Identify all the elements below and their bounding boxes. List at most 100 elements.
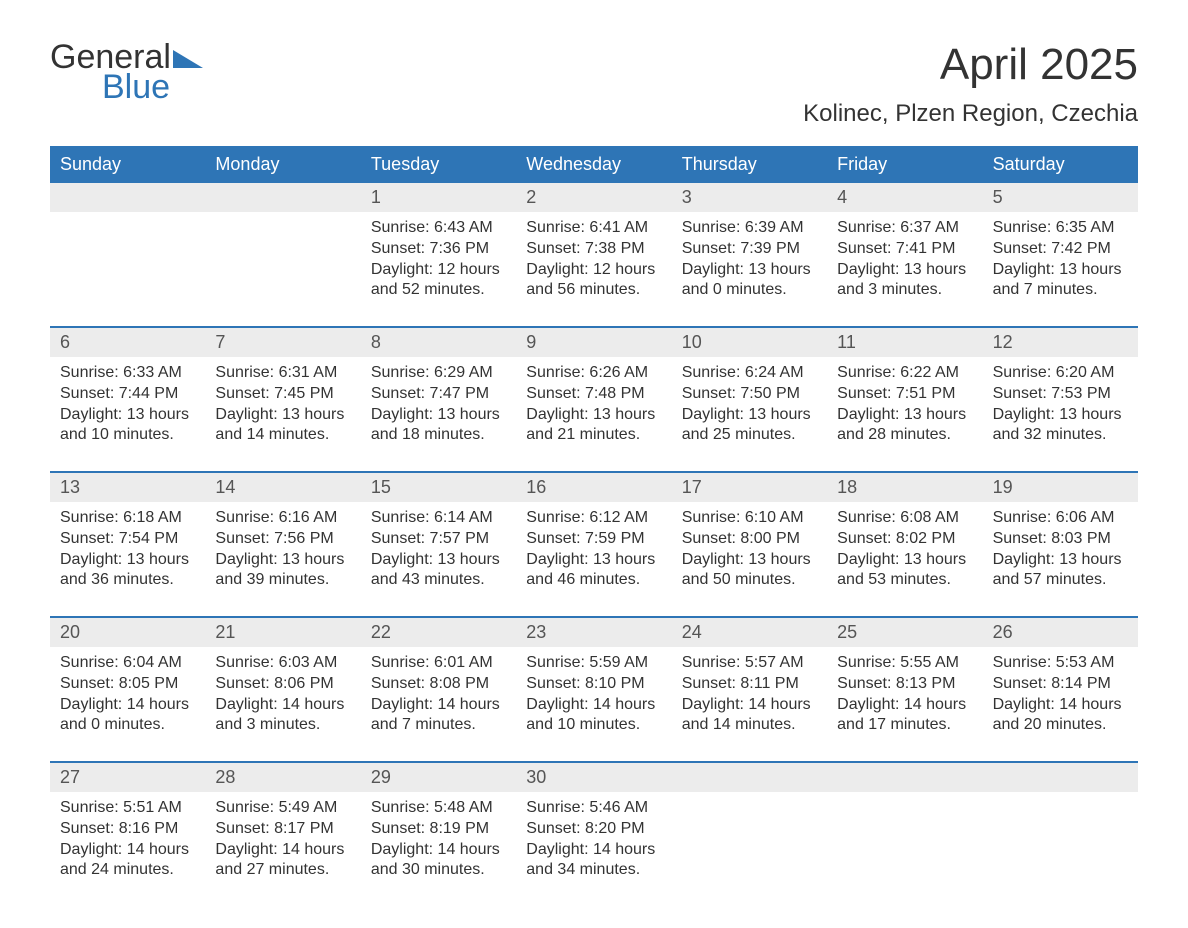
daylight-text: Daylight: 13 hours and 46 minutes. [526, 550, 661, 592]
day-number: 5 [983, 183, 1138, 212]
sunrise-text: Sunrise: 6:08 AM [837, 508, 972, 529]
page-title: April 2025 [803, 40, 1138, 90]
day-cell: Sunrise: 5:55 AMSunset: 8:13 PMDaylight:… [827, 647, 982, 743]
daylight-text: Daylight: 13 hours and 7 minutes. [993, 260, 1128, 302]
day-number: 4 [827, 183, 982, 212]
sunrise-text: Sunrise: 6:16 AM [215, 508, 350, 529]
day-number: 18 [827, 473, 982, 502]
sunrise-text: Sunrise: 5:51 AM [60, 798, 195, 819]
sunset-text: Sunset: 7:44 PM [60, 384, 195, 405]
day-number-row: 12345 [50, 183, 1138, 212]
sunrise-text: Sunrise: 6:06 AM [993, 508, 1128, 529]
sunset-text: Sunset: 8:02 PM [837, 529, 972, 550]
day-cell: Sunrise: 5:59 AMSunset: 8:10 PMDaylight:… [516, 647, 671, 743]
sunrise-text: Sunrise: 6:35 AM [993, 218, 1128, 239]
sunrise-text: Sunrise: 5:48 AM [371, 798, 506, 819]
sunset-text: Sunset: 8:10 PM [526, 674, 661, 695]
weekday-header: Wednesday [516, 146, 671, 183]
day-cell: Sunrise: 6:39 AMSunset: 7:39 PMDaylight:… [672, 212, 827, 308]
weekday-header: Monday [205, 146, 360, 183]
day-cell: Sunrise: 5:49 AMSunset: 8:17 PMDaylight:… [205, 792, 360, 888]
day-number: 8 [361, 328, 516, 357]
daylight-text: Daylight: 13 hours and 50 minutes. [682, 550, 817, 592]
day-number: 9 [516, 328, 671, 357]
sunrise-text: Sunrise: 6:26 AM [526, 363, 661, 384]
sunrise-text: Sunrise: 6:04 AM [60, 653, 195, 674]
sunset-text: Sunset: 8:19 PM [371, 819, 506, 840]
day-cell: Sunrise: 6:22 AMSunset: 7:51 PMDaylight:… [827, 357, 982, 453]
sunset-text: Sunset: 8:06 PM [215, 674, 350, 695]
daylight-text: Daylight: 13 hours and 36 minutes. [60, 550, 195, 592]
sunset-text: Sunset: 8:03 PM [993, 529, 1128, 550]
day-number [983, 763, 1138, 792]
day-cell: Sunrise: 6:16 AMSunset: 7:56 PMDaylight:… [205, 502, 360, 598]
sunset-text: Sunset: 7:39 PM [682, 239, 817, 260]
day-number: 23 [516, 618, 671, 647]
sunrise-text: Sunrise: 6:24 AM [682, 363, 817, 384]
day-number [50, 183, 205, 212]
daylight-text: Daylight: 14 hours and 30 minutes. [371, 840, 506, 882]
day-number-row: 6789101112 [50, 328, 1138, 357]
sunset-text: Sunset: 7:45 PM [215, 384, 350, 405]
daylight-text: Daylight: 14 hours and 34 minutes. [526, 840, 661, 882]
page-subtitle: Kolinec, Plzen Region, Czechia [803, 100, 1138, 128]
day-number: 30 [516, 763, 671, 792]
day-cell: Sunrise: 6:20 AMSunset: 7:53 PMDaylight:… [983, 357, 1138, 453]
sunset-text: Sunset: 7:42 PM [993, 239, 1128, 260]
day-number: 25 [827, 618, 982, 647]
day-number: 17 [672, 473, 827, 502]
sunrise-text: Sunrise: 5:55 AM [837, 653, 972, 674]
weekday-header: Sunday [50, 146, 205, 183]
daylight-text: Daylight: 13 hours and 18 minutes. [371, 405, 506, 447]
sunset-text: Sunset: 7:56 PM [215, 529, 350, 550]
day-number: 29 [361, 763, 516, 792]
day-cell: Sunrise: 5:57 AMSunset: 8:11 PMDaylight:… [672, 647, 827, 743]
day-number [827, 763, 982, 792]
day-cell: Sunrise: 6:12 AMSunset: 7:59 PMDaylight:… [516, 502, 671, 598]
daylight-text: Daylight: 13 hours and 3 minutes. [837, 260, 972, 302]
day-number: 28 [205, 763, 360, 792]
sunset-text: Sunset: 8:05 PM [60, 674, 195, 695]
daylight-text: Daylight: 12 hours and 56 minutes. [526, 260, 661, 302]
sunrise-text: Sunrise: 6:31 AM [215, 363, 350, 384]
sunrise-text: Sunrise: 6:29 AM [371, 363, 506, 384]
daylight-text: Daylight: 12 hours and 52 minutes. [371, 260, 506, 302]
day-cell: Sunrise: 6:18 AMSunset: 7:54 PMDaylight:… [50, 502, 205, 598]
day-cell: Sunrise: 6:29 AMSunset: 7:47 PMDaylight:… [361, 357, 516, 453]
daylight-text: Daylight: 13 hours and 21 minutes. [526, 405, 661, 447]
day-number: 10 [672, 328, 827, 357]
sunrise-text: Sunrise: 6:33 AM [60, 363, 195, 384]
sunset-text: Sunset: 8:00 PM [682, 529, 817, 550]
weekday-header: Thursday [672, 146, 827, 183]
sunset-text: Sunset: 7:57 PM [371, 529, 506, 550]
calendar-week: 12345Sunrise: 6:43 AMSunset: 7:36 PMDayl… [50, 183, 1138, 308]
day-cell [827, 792, 982, 888]
day-number: 12 [983, 328, 1138, 357]
daylight-text: Daylight: 13 hours and 14 minutes. [215, 405, 350, 447]
day-number: 15 [361, 473, 516, 502]
daylight-text: Daylight: 13 hours and 28 minutes. [837, 405, 972, 447]
sunrise-text: Sunrise: 6:12 AM [526, 508, 661, 529]
day-number [672, 763, 827, 792]
day-number: 6 [50, 328, 205, 357]
day-number: 19 [983, 473, 1138, 502]
sunrise-text: Sunrise: 5:46 AM [526, 798, 661, 819]
day-number [205, 183, 360, 212]
daylight-text: Daylight: 13 hours and 53 minutes. [837, 550, 972, 592]
logo-text-2: Blue [102, 70, 203, 104]
day-cell: Sunrise: 6:03 AMSunset: 8:06 PMDaylight:… [205, 647, 360, 743]
daylight-text: Daylight: 13 hours and 0 minutes. [682, 260, 817, 302]
day-number-row: 13141516171819 [50, 473, 1138, 502]
calendar-week: 13141516171819Sunrise: 6:18 AMSunset: 7:… [50, 471, 1138, 598]
day-number: 27 [50, 763, 205, 792]
day-number: 26 [983, 618, 1138, 647]
calendar-header-row: Sunday Monday Tuesday Wednesday Thursday… [50, 146, 1138, 183]
daylight-text: Daylight: 14 hours and 27 minutes. [215, 840, 350, 882]
daylight-text: Daylight: 13 hours and 57 minutes. [993, 550, 1128, 592]
sunset-text: Sunset: 8:17 PM [215, 819, 350, 840]
sunrise-text: Sunrise: 5:53 AM [993, 653, 1128, 674]
day-cell: Sunrise: 6:37 AMSunset: 7:41 PMDaylight:… [827, 212, 982, 308]
sunrise-text: Sunrise: 6:01 AM [371, 653, 506, 674]
weekday-header: Tuesday [361, 146, 516, 183]
day-cell: Sunrise: 5:46 AMSunset: 8:20 PMDaylight:… [516, 792, 671, 888]
